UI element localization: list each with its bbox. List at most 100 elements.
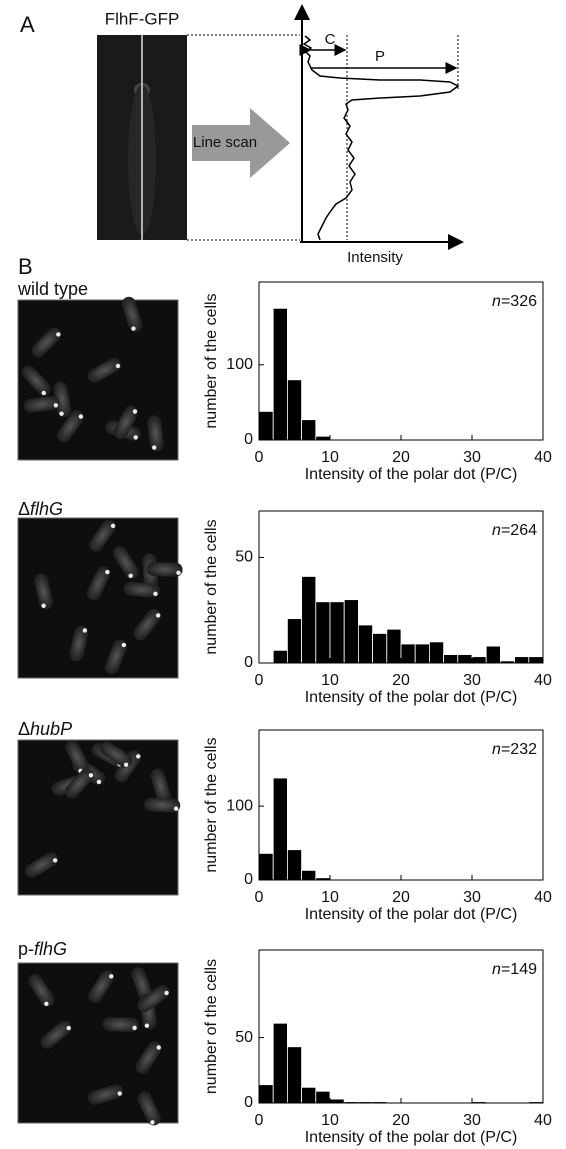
bar [258, 411, 274, 441]
cell [57, 410, 84, 443]
text-part: =264 [501, 522, 537, 539]
p-label: P [375, 48, 385, 65]
panel-letter: A [20, 12, 35, 37]
text-part: p- [18, 939, 34, 959]
x-axis-label: Intensity of the polar dot (P/C) [305, 689, 518, 706]
x-tick-label: 10 [321, 449, 339, 466]
text-part: Δ [18, 719, 30, 739]
polar-dot [176, 570, 181, 576]
bar [528, 656, 544, 664]
x-tick-label: 10 [321, 1112, 339, 1129]
y-tick-label: 0 [244, 431, 253, 448]
x-tick-label: 10 [321, 889, 339, 906]
strain-label: wild type [17, 279, 88, 299]
cell [23, 395, 60, 413]
cell [87, 1084, 124, 1105]
cell [112, 546, 139, 579]
bar [301, 1086, 317, 1104]
polar-dot [44, 1001, 49, 1007]
bar [471, 656, 487, 664]
profile [302, 35, 460, 241]
cell [25, 852, 59, 878]
polar-dot [132, 409, 138, 414]
bar [329, 601, 345, 664]
cell [150, 768, 171, 804]
polar-dot [78, 414, 84, 419]
bar [272, 649, 288, 664]
annotation: n=264 [492, 522, 537, 539]
cell [146, 561, 183, 577]
polar-dot [59, 411, 64, 416]
bar [286, 1046, 302, 1104]
polar-dot [82, 628, 88, 633]
cell [31, 327, 62, 358]
cell [28, 974, 55, 1007]
y-axis-label: number of the cells [203, 959, 220, 1094]
x-tick-label: 10 [321, 672, 339, 689]
x-tick-label: 20 [392, 672, 410, 689]
c-label: C [325, 31, 336, 48]
polar-dot [155, 613, 161, 618]
polar-dot [88, 773, 94, 778]
cell [87, 357, 121, 383]
polar-dot [52, 858, 58, 863]
polar-dot [144, 1023, 150, 1028]
polar-dot [41, 390, 46, 396]
bar [258, 1084, 274, 1104]
arrow-label: Line scan [193, 134, 257, 151]
cell [121, 296, 143, 332]
polar-dot [135, 754, 141, 759]
y-tick-label: 0 [244, 1094, 253, 1111]
x-tick-label: 30 [463, 449, 481, 466]
polar-dot [152, 445, 157, 450]
bar [301, 869, 317, 881]
cell [137, 985, 170, 1013]
bar [357, 624, 373, 664]
bar [315, 435, 331, 441]
x-tick-label: 30 [463, 672, 481, 689]
bar [443, 654, 459, 664]
bar [272, 777, 288, 881]
bar [272, 307, 288, 441]
cell [34, 573, 53, 610]
text-part: n [492, 961, 501, 978]
strain-label: p-flhG [18, 939, 67, 959]
bar [343, 599, 359, 664]
text-part: n [492, 522, 501, 539]
x-tick-label: 40 [534, 449, 552, 466]
cell [123, 581, 160, 598]
annotation: n=232 [492, 741, 537, 758]
annotation: n=149 [492, 961, 537, 978]
strain-label: ΔflhG [18, 499, 63, 519]
polar-dot [41, 603, 46, 608]
polar-dot [123, 762, 129, 767]
cell [102, 1017, 139, 1032]
cell [104, 639, 127, 675]
x-axis-label: Intensity of the polar dot (P/C) [305, 466, 518, 483]
x-axis-label: Intensity of the polar dot (P/C) [305, 906, 518, 923]
cell [99, 741, 133, 768]
x-tick-label: 0 [255, 449, 264, 466]
polar-dot [109, 974, 114, 979]
cell [64, 768, 94, 799]
cell [21, 365, 51, 396]
cell [135, 1041, 162, 1074]
text-part: wild type [17, 279, 88, 299]
bar [286, 849, 302, 881]
cell [131, 967, 153, 1002]
text-part: hubP [30, 719, 72, 739]
x-tick-label: 0 [255, 889, 264, 906]
x-tick-label: 20 [392, 1112, 410, 1129]
polar-dot [121, 642, 127, 648]
x-tick-label: 0 [255, 672, 264, 689]
cell [69, 625, 89, 662]
text-part: Δ [18, 499, 30, 519]
cell [137, 1091, 161, 1126]
polar-dot [115, 363, 121, 369]
cell [144, 797, 181, 813]
text-part: flhG [30, 499, 63, 519]
polar-dot [110, 523, 116, 529]
bar [400, 643, 416, 664]
text-part: =232 [501, 741, 537, 758]
x-tick-label: 30 [463, 1112, 481, 1129]
